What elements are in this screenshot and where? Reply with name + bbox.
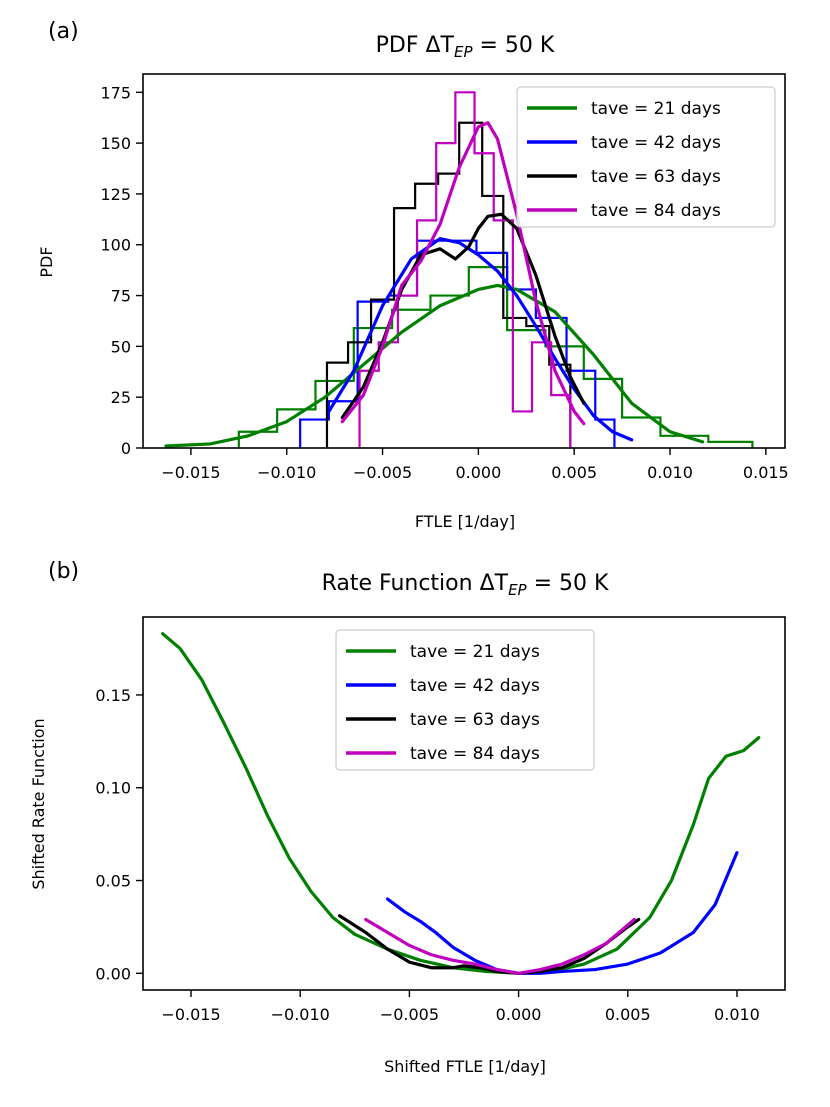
panel-a-xtick-label: 0.015	[743, 463, 789, 482]
panel-a-hist-series-3	[358, 91, 572, 448]
panel-b-xtick-label: 0.000	[496, 1005, 542, 1024]
panel-b-ytick-label: 0.15	[95, 686, 131, 705]
panel-a-legend-label-1: tave = 42 days	[591, 133, 721, 153]
panel-b-legend-label-2: tave = 63 days	[410, 710, 540, 730]
panel-a-xtick-label: 0.000	[455, 463, 501, 482]
panel-b-legend-box	[335, 629, 595, 771]
panel-b-xtick-label: 0.010	[714, 1005, 760, 1024]
panel-b-ytick-label: 0.10	[95, 779, 131, 798]
panel-b-ytick-label: 0.05	[95, 872, 131, 891]
panel-a-line-series-0	[164, 283, 705, 448]
panel-a-ytick-label: 75	[111, 287, 131, 306]
panel-a-legend: tave = 21 days tave = 42 days tave = 63 da…	[516, 86, 776, 228]
panel-a-xtick-label: −0.015	[161, 463, 220, 482]
panel-a-xlabel: FTLE [1/day]	[415, 512, 515, 531]
panel-b-axes-frame	[142, 616, 786, 991]
panel-a-ylabel: PDF	[37, 246, 56, 277]
panel-b-legend-label-0: tave = 21 days	[410, 642, 540, 662]
panel-a-xtick-label: 0.005	[551, 463, 597, 482]
panel-b-plot-area: −0.015 −0.010 −0.005 0.000 0.005 0.010 0.00 0.0…	[95, 616, 786, 1024]
panel-b-ytick-label: 0.00	[95, 964, 131, 983]
panel-b-xtick-label: −0.010	[271, 1005, 330, 1024]
panel-b-title: Rate Function ΔTEP = 50 K	[322, 571, 609, 599]
panel-a-title: PDF ΔTEP = 50 K	[376, 33, 555, 61]
panel-a-legend-label-3: tave = 84 days	[591, 201, 721, 221]
panel-b-rate-function: (b) Rate Function ΔTEP = 50 K −0.015 −0.0…	[29, 559, 786, 1076]
panel-a-xtick-label: −0.010	[257, 463, 316, 482]
panel-b-xtick-label: −0.015	[161, 1005, 220, 1024]
panel-b-line-series-2	[337, 914, 641, 975]
panel-b-ylabel: Shifted Rate Function	[29, 718, 48, 889]
panel-b-legend-label-3: tave = 84 days	[410, 744, 540, 764]
panel-a-legend-box	[516, 86, 776, 228]
panel-a-xtick-label: 0.010	[647, 463, 693, 482]
panel-a-plot-area: −0.015 −0.010 −0.005 0.000 0.005 0.010 0.015 0 2…	[100, 73, 789, 482]
panel-b-xtick-label: 0.005	[605, 1005, 651, 1024]
panel-a-ytick-label: 150	[100, 134, 131, 153]
panel-a-ytick-label: 175	[100, 83, 131, 102]
panel-a-ytick-label: 125	[100, 185, 131, 204]
panel-a-ytick-label: 25	[111, 388, 131, 407]
panel-b-legend: tave = 21 days tave = 42 days tave = 63 da…	[335, 629, 595, 771]
panel-a-line-series-1	[327, 237, 634, 442]
panel-a-pdf: (a) PDF ΔTEP = 50 K −0.015 −0.010 −0.005 0.…	[37, 19, 789, 531]
panel-a-legend-label-2: tave = 63 days	[591, 167, 721, 187]
panel-a-ytick-label: 50	[111, 337, 131, 356]
panel-a-hist-series-1	[299, 239, 616, 448]
panel-a-xtick-label: −0.005	[353, 463, 412, 482]
panel-a-line-series-3	[340, 121, 586, 426]
panel-b-series-group	[161, 632, 761, 975]
panel-b-xtick-label: −0.005	[380, 1005, 439, 1024]
panel-a-legend-label-0: tave = 21 days	[591, 99, 721, 119]
panel-b-label: (b)	[48, 559, 79, 584]
panel-b-line-series-3	[364, 917, 636, 975]
panel-a-series-group	[164, 91, 754, 448]
panel-a-axes-frame	[142, 73, 786, 449]
panel-a-label: (a)	[48, 19, 79, 44]
panel-b-xlabel: Shifted FTLE [1/day]	[384, 1057, 546, 1076]
panel-a-ytick-label: 100	[100, 236, 131, 255]
panel-a-hist-series-0	[237, 265, 754, 448]
panel-a-ytick-label: 0	[121, 439, 131, 458]
panel-b-legend-label-1: tave = 42 days	[410, 676, 540, 696]
